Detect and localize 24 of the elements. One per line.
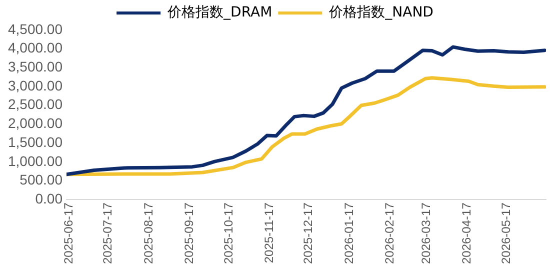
y-tick-label: 2,000.00 xyxy=(8,115,63,132)
y-tick-label: 3,000.00 xyxy=(8,77,63,94)
y-tick-label: 500.00 xyxy=(20,172,63,188)
legend-label: 价格指数_DRAM xyxy=(166,4,272,21)
x-tick-label: 2025-08-17 xyxy=(141,202,156,264)
x-tick-label: 2025-09-17 xyxy=(182,202,196,264)
x-tick-label: 2026-01-17 xyxy=(342,202,356,264)
y-tick-label: 0.00 xyxy=(35,190,63,206)
legend-label: 价格指数_NAND xyxy=(328,4,434,21)
y-tick-label: 4,500.00 xyxy=(8,20,63,37)
y-tick-label: 3,500.00 xyxy=(8,58,63,75)
x-tick-label: 2025-06-17 xyxy=(61,202,76,264)
x-tick-label: 2026-05-17 xyxy=(499,202,514,264)
x-tick-label: 2025-07-17 xyxy=(100,202,115,264)
y-tick-label: 1,000.00 xyxy=(8,152,63,169)
x-tick-label: 2026-03-17 xyxy=(419,202,434,264)
y-tick-label: 4,000.00 xyxy=(8,40,63,56)
y-tick-label: 2,500.00 xyxy=(8,96,63,112)
x-tick-label: 2025-12-17 xyxy=(301,202,316,264)
x-tick-label: 2025-11-17 xyxy=(262,202,276,264)
x-tick-label: 2026-04-17 xyxy=(460,202,474,264)
y-tick-label: 1,500.00 xyxy=(8,134,63,150)
x-tick-label: 2025-10-17 xyxy=(221,202,236,264)
x-tick-label: 2026-02-17 xyxy=(382,202,396,264)
